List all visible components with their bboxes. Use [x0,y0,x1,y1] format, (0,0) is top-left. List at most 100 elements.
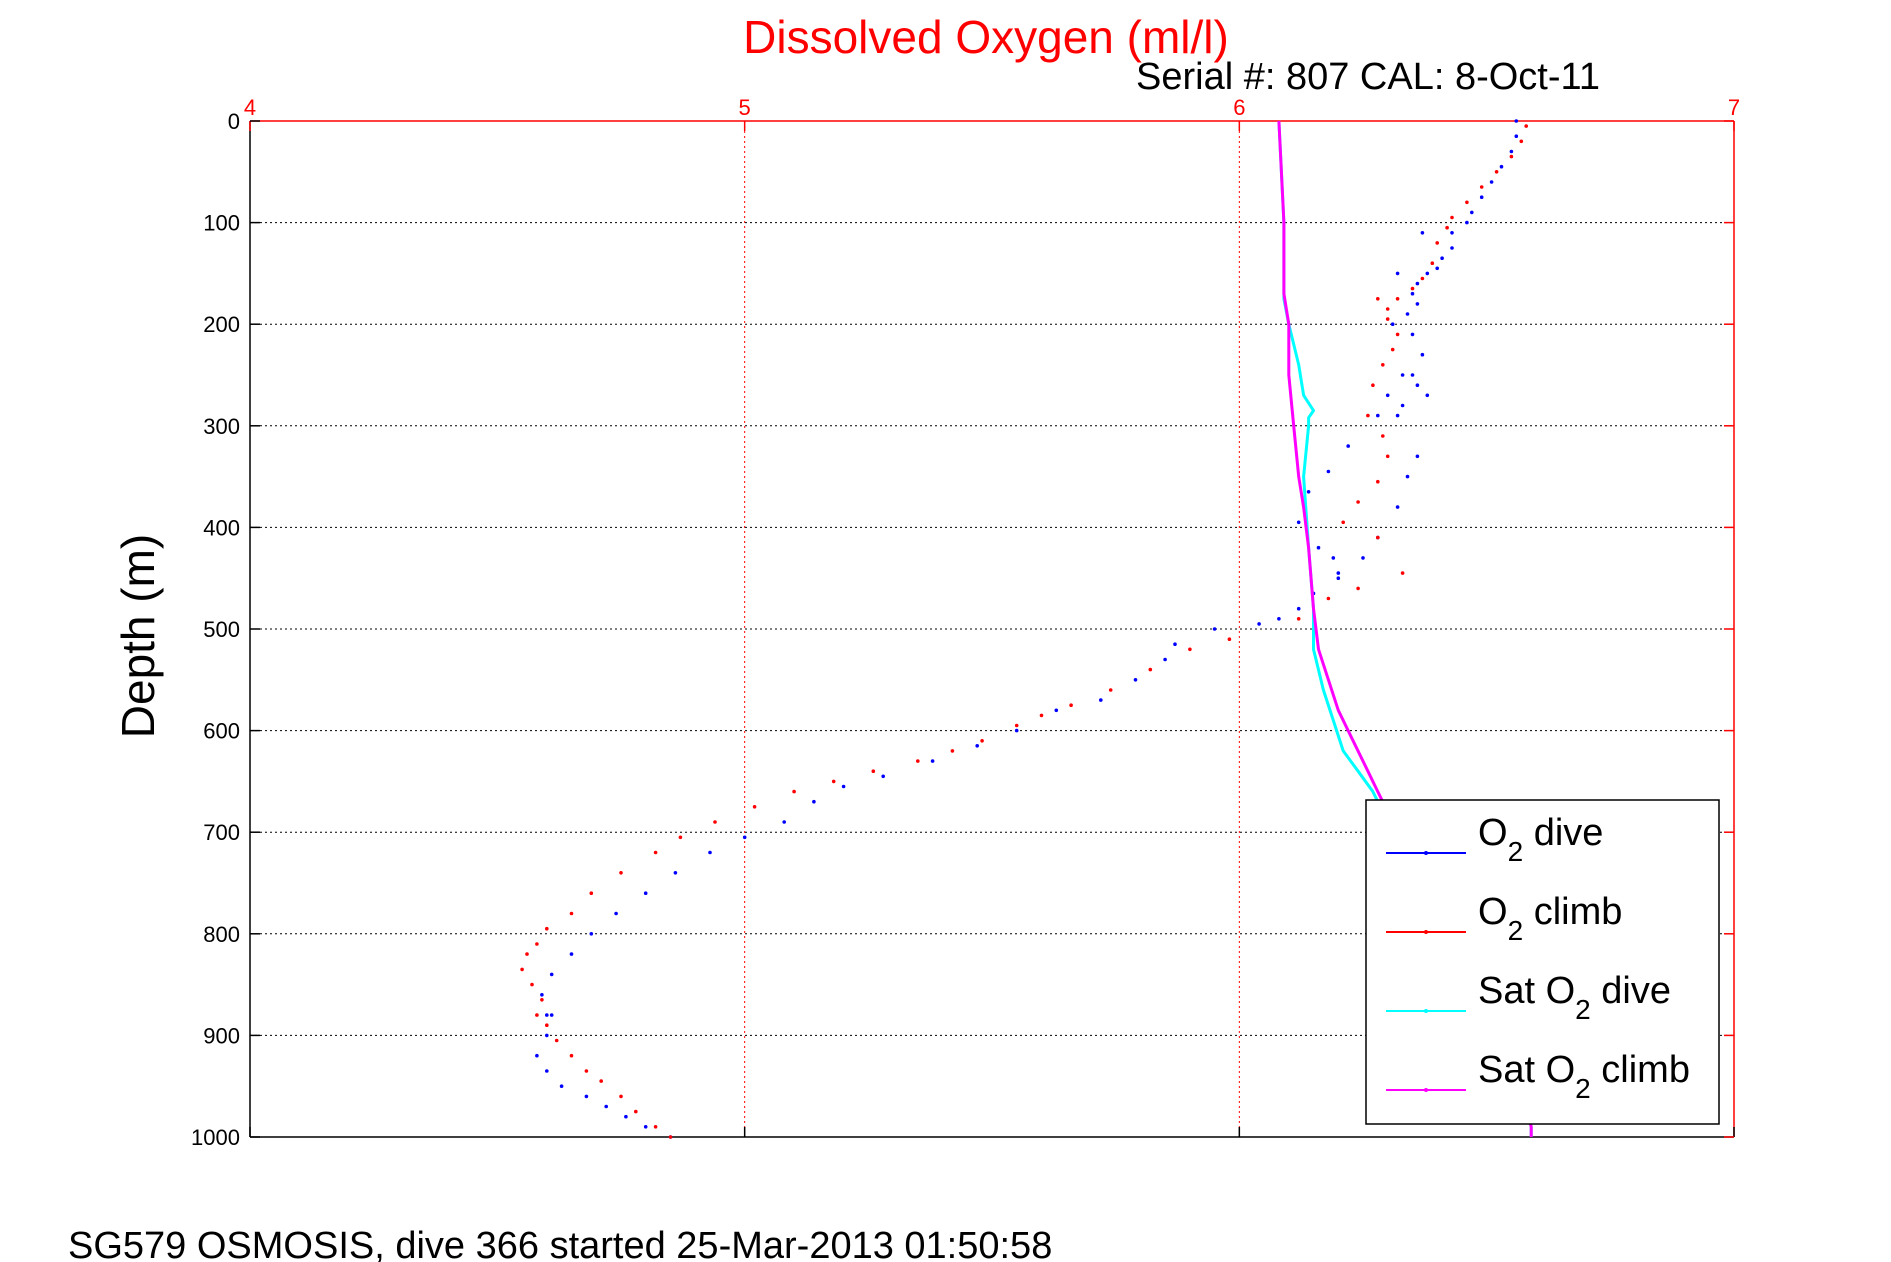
data-point [668,1135,673,1139]
y-tick-label: 200 [203,312,240,337]
data-point [1395,413,1400,418]
data-point [589,932,594,936]
data-point [1509,154,1514,159]
legend-entry: O2 dive [1386,812,1603,867]
data-point [1395,332,1400,337]
data-point [1173,642,1177,646]
data-point [545,926,549,931]
series-o2-dive [535,119,1519,1139]
data-point [1381,363,1385,367]
data-point [782,820,786,824]
x-tick-label: 4 [244,95,256,120]
y-tick-label: 900 [203,1023,240,1048]
data-point [1499,164,1504,169]
data-point [545,1013,549,1017]
data-point [1415,281,1420,286]
data-point [1039,713,1044,718]
data-point [545,1069,549,1073]
series-o2-climb [520,124,1528,1139]
data-point [1296,617,1301,621]
data-point [1410,373,1415,377]
data-point [1133,678,1138,682]
data-point [1188,647,1192,652]
data-point [812,799,816,804]
data-point [1440,256,1444,261]
legend-entry: O2 climb [1386,891,1622,946]
legend-entry: Sat O2 climb [1386,1049,1690,1104]
data-point [540,993,544,997]
data-point [871,769,876,773]
data-point [1390,322,1395,327]
data-point [881,774,885,779]
data-point [643,891,648,895]
data-point [975,744,979,748]
data-point [1336,571,1341,575]
legend-label: O2 dive [1478,812,1603,867]
data-point [1479,185,1484,189]
data-point [1400,373,1405,377]
y-tick-label: 800 [203,922,240,947]
data-point [1385,393,1390,398]
data-point [673,871,678,875]
data-point [584,1069,589,1073]
data-point [1212,627,1217,631]
footer-text: SG579 OSMOSIS, dive 366 started 25-Mar-2… [68,1225,1052,1262]
data-point [584,1094,589,1099]
legend-label: Sat O2 dive [1478,970,1671,1025]
legend-marker [1424,1088,1428,1092]
legend-marker [1424,930,1428,934]
data-point [604,1104,608,1109]
data-point [1415,383,1420,388]
legend-label: O2 climb [1478,891,1622,946]
data-point [1385,307,1390,311]
data-point [1479,195,1484,199]
data-point [1450,246,1454,250]
data-point [1356,500,1360,504]
data-point [1390,347,1395,352]
data-point [1514,119,1519,123]
data-point [619,871,623,875]
data-point [1014,728,1019,733]
data-point [1509,149,1514,154]
data-point [559,1084,564,1088]
data-point [1296,606,1301,611]
data-point [1465,220,1469,225]
data-point [1395,271,1400,276]
data-point [950,749,955,753]
data-point [1395,297,1400,301]
data-point [1524,124,1528,128]
data-point [1296,520,1301,525]
data-point [752,805,757,809]
data-point [1014,723,1019,728]
data-point [742,835,747,840]
data-point [792,789,796,794]
data-point [569,952,574,956]
y-axis-label: Depth (m) [112,534,164,738]
y-tick-label: 600 [203,719,240,744]
y-tick-label: 300 [203,414,240,439]
data-point [1306,490,1311,494]
data-point [930,759,935,763]
data-point [1227,637,1232,641]
data-point [1257,622,1261,626]
data-point [545,1023,549,1027]
y-tick-label: 0 [228,109,240,134]
data-point [1420,231,1425,235]
y-tick-label: 500 [203,617,240,642]
data-point [554,1038,559,1043]
data-point [1277,617,1281,621]
data-point [1163,657,1167,662]
data-point [1316,545,1321,550]
axes: 4 5 6 7 0 100 200 300 400 500 600 700 800 900 1000 [191,95,1740,1150]
data-point [1420,276,1425,281]
y-tick-label: 700 [203,820,240,845]
data-point [831,779,836,784]
data-point [569,911,574,916]
data-point [1054,708,1059,713]
data-point [1405,474,1410,479]
data-point [1514,134,1519,138]
data-point [1410,291,1415,296]
data-point [1420,352,1425,357]
data-point [614,911,618,916]
